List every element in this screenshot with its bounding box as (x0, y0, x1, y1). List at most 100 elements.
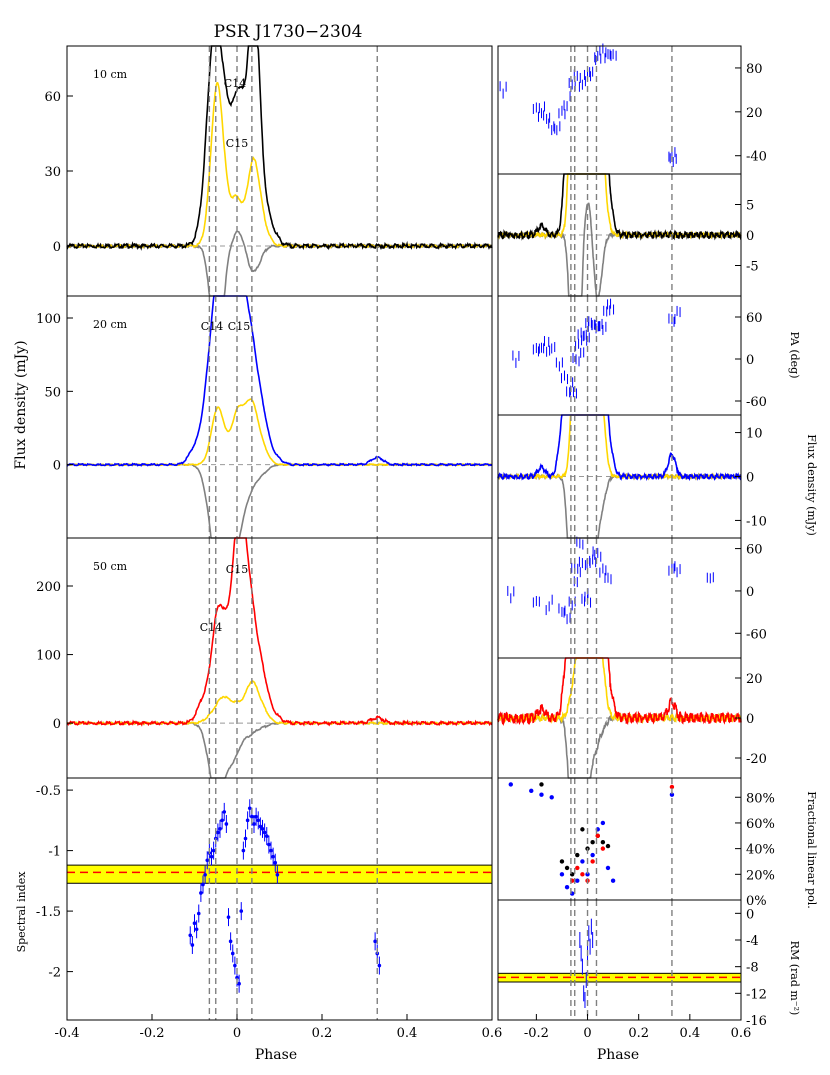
spectral-point (218, 827, 222, 831)
band-label: 10 cm (93, 68, 128, 81)
fraction-panel: 0% 20% 40% 60% 80% (508, 778, 775, 909)
y-tick-label: 100 (36, 649, 61, 664)
spectral-point (250, 814, 254, 819)
spectral-point (377, 963, 382, 968)
spectral-point (241, 848, 246, 853)
y-tick-label: 0 (53, 240, 61, 255)
y-tick-label: 20% (746, 868, 775, 883)
spectral-point (247, 806, 252, 811)
spectral-point (267, 842, 271, 847)
profile-line-linear-polarization (66, 81, 493, 250)
x-tick-label: 0.6 (482, 1026, 503, 1041)
y-tick-label: 60 (44, 90, 61, 105)
y-tick-label: -60 (746, 395, 767, 410)
y-tick-label: 0 (746, 907, 754, 922)
y-tick-label: -4 (746, 934, 759, 949)
profile-line-circular-polarization (497, 202, 742, 297)
fraction-point-10cm (600, 840, 606, 845)
component-label-c15: C15 (228, 320, 250, 333)
profile-line-linear-polarization (497, 657, 742, 725)
spectral-point (258, 824, 263, 829)
y-tick-label: -12 (746, 987, 767, 1002)
y-tick-label: 10 (746, 427, 763, 442)
fraction-point-20cm (585, 872, 590, 877)
profile-line-circular-polarization (66, 720, 493, 779)
spectral-point (188, 933, 193, 938)
spectral-point (239, 909, 244, 913)
y-tick-label: 80 (746, 62, 763, 77)
spectral-frame (66, 777, 493, 1021)
spectral-point (209, 854, 214, 859)
fraction-point-20cm (605, 865, 611, 871)
x-tick-label: 0.2 (628, 1026, 649, 1041)
y-tick-label: 200 (36, 580, 61, 595)
profile-line-linear-polarization (66, 680, 493, 726)
fraction-point-20cm (529, 788, 534, 794)
fraction-point-10cm (580, 827, 585, 832)
profile-line-total-intensity (497, 657, 742, 727)
x-tick-label: 0.2 (312, 1026, 333, 1041)
zoom-profile-panel: -20 0 20 (497, 657, 767, 779)
spectral-point (273, 860, 278, 865)
spectral-point (211, 848, 216, 853)
spectral-point (226, 915, 231, 919)
spectral-index-panel: -0.5 -1 -1.5 -2 (36, 778, 493, 1020)
y-tick-label: -60 (746, 627, 767, 642)
fraction-point-20cm (549, 795, 554, 800)
fraction-point-50cm (669, 784, 675, 790)
rm-panel: 0 -4 -8 -12 -16 (497, 900, 767, 1029)
y-tick-label: -0.5 (36, 784, 61, 799)
x-tick-label: -0.2 (139, 1026, 164, 1041)
spectral-point (373, 939, 377, 944)
pa-panel: -60 0 60 (507, 536, 767, 658)
y-tick-label: 60 (746, 543, 763, 558)
profile-frame (66, 537, 493, 779)
profile-line-total-intensity (66, 537, 493, 727)
x-tick-label: 0 (233, 1026, 241, 1041)
y-tick-label: 0% (746, 894, 767, 909)
zoom-frame (497, 173, 742, 297)
fraction-point-20cm (600, 820, 606, 826)
pa-frame (497, 295, 742, 416)
component-label-c14: C14 (201, 320, 223, 333)
spectral-point (275, 873, 280, 877)
fraction-point-20cm (669, 792, 675, 797)
spectral-point (233, 963, 237, 968)
spectral-point (192, 921, 197, 925)
right-flux-y-label: Flux density (mJy) (805, 434, 818, 536)
spectral-point (203, 873, 207, 877)
fraction-point-20cm (575, 878, 580, 883)
profile-frame (66, 295, 493, 539)
y-tick-label: 30 (44, 165, 61, 180)
y-tick-label: -5 (746, 260, 759, 275)
x-tick-label: 0.4 (397, 1026, 418, 1041)
spectral-point (222, 810, 227, 814)
profile-line-circular-polarization (497, 711, 742, 779)
profile-panel-50cm: 0 100 200 50 cm C14 C15 (36, 537, 493, 779)
y-tick-label: -8 (746, 961, 759, 976)
x-tick-label: 0.6 (731, 1026, 752, 1041)
zoom-profile-panel: -10 0 10 (497, 414, 767, 539)
fraction-point-50cm (575, 865, 580, 871)
profile-line-total-intensity (497, 414, 742, 482)
y-tick-label: -16 (746, 1014, 767, 1029)
spectral-point (237, 981, 241, 986)
component-label-c15: C15 (226, 563, 248, 576)
y-tick-label: -1.5 (36, 905, 61, 920)
y-tick-label: 80% (746, 791, 775, 806)
zoom-profile-panel: -5 0 5 (497, 173, 759, 297)
spectral-point (235, 975, 239, 980)
fraction-point-10cm (590, 840, 595, 845)
spectral-point (205, 858, 210, 863)
fraction-point-20cm (590, 852, 595, 858)
mean-index-band (66, 864, 493, 884)
spectral-point (252, 822, 256, 826)
fraction-point-20cm (564, 884, 570, 890)
zoom-frame (497, 414, 742, 539)
spectral-point (196, 911, 201, 916)
spectral-point (199, 891, 203, 895)
spectral-point (262, 830, 267, 835)
profile-line-total-intensity (66, 295, 493, 467)
x-tick-label: -0.4 (54, 1026, 79, 1041)
